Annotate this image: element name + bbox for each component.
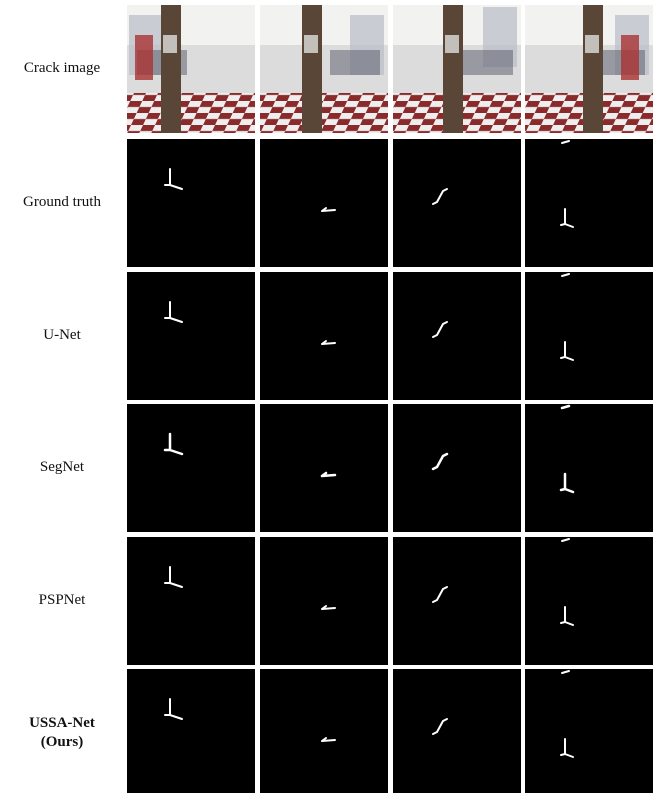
segmentation-mask [393, 537, 521, 665]
segmentation-mask [260, 404, 388, 532]
segmentation-mask [127, 669, 255, 793]
segmentation-mask [260, 537, 388, 665]
row-label: PSPNet [0, 591, 124, 610]
segmentation-mask [393, 404, 521, 532]
segmentation-mask [393, 139, 521, 267]
row-label: SegNet [0, 458, 124, 477]
segmentation-mask [127, 537, 255, 665]
figure: Crack image [0, 0, 655, 793]
segmentation-mask [525, 404, 653, 532]
segmentation-mask [525, 139, 653, 267]
segmentation-mask [260, 272, 388, 400]
row-label-line: USSA-Net [0, 714, 124, 733]
segmentation-mask [260, 669, 388, 793]
crack-photo [525, 5, 653, 133]
crack-photo [260, 5, 388, 133]
segmentation-mask [393, 669, 521, 793]
row-label: U-Net [0, 326, 124, 345]
segmentation-mask [127, 272, 255, 400]
segmentation-mask [393, 272, 521, 400]
row-label: Crack image [0, 59, 124, 78]
segmentation-mask [525, 272, 653, 400]
segmentation-mask [127, 139, 255, 267]
crack-photo [127, 5, 255, 133]
segmentation-mask [127, 404, 255, 532]
row-label: USSA-Net(Ours) [0, 714, 124, 752]
row-label-line: (Ours) [0, 733, 124, 752]
crack-photo [393, 5, 521, 133]
segmentation-mask [525, 537, 653, 665]
segmentation-mask [260, 139, 388, 267]
segmentation-mask [525, 669, 653, 793]
row-label: Ground truth [0, 193, 124, 212]
